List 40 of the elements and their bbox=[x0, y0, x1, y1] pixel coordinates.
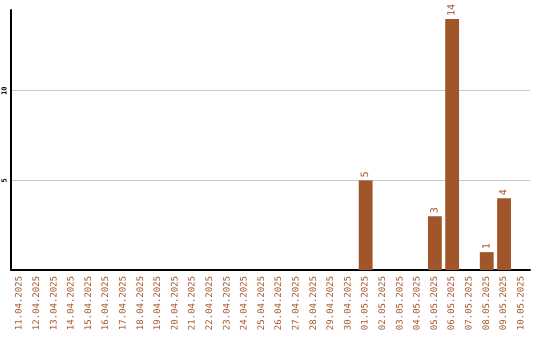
x-tick-label: 29.04.2025 bbox=[326, 276, 336, 330]
x-tick-label: 10.05.2025 bbox=[516, 276, 526, 330]
x-tick-label: 13.04.2025 bbox=[49, 276, 60, 330]
x-tick-label: 18.04.2025 bbox=[136, 276, 146, 330]
x-tick-label: 16.04.2025 bbox=[101, 276, 112, 330]
bar bbox=[445, 18, 460, 270]
x-tick-label: 15.04.2025 bbox=[84, 276, 94, 330]
x-tick-label: 20.04.2025 bbox=[170, 276, 180, 330]
x-tick-label: 26.04.2025 bbox=[274, 276, 284, 330]
data-label: 14 bbox=[446, 4, 458, 16]
x-tick-label: 25.04.2025 bbox=[256, 276, 267, 330]
data-label: 3 bbox=[429, 207, 440, 214]
x-tick-label: 07.05.2025 bbox=[464, 276, 474, 330]
bar bbox=[480, 252, 494, 270]
x-tick-label: 06.05.2025 bbox=[447, 276, 458, 330]
data-label: 1 bbox=[481, 243, 492, 250]
x-tick-label: 21.04.2025 bbox=[188, 276, 198, 330]
x-tick-label: 01.05.2025 bbox=[360, 276, 371, 330]
x-tick-label: 03.05.2025 bbox=[395, 276, 406, 330]
bar bbox=[497, 198, 511, 270]
x-tick-label: 17.04.2025 bbox=[118, 276, 128, 330]
x-tick-label: 05.05.2025 bbox=[430, 276, 440, 330]
x-tick-label: 24.04.2025 bbox=[240, 276, 250, 330]
x-tick-label: 22.04.2025 bbox=[204, 276, 215, 330]
data-label: 5 bbox=[360, 171, 372, 178]
x-tick-label: 19.04.2025 bbox=[153, 276, 164, 330]
x-tick-label: 02.05.2025 bbox=[378, 276, 388, 330]
x-tick-label: 04.05.2025 bbox=[412, 276, 423, 330]
bar bbox=[428, 216, 442, 270]
x-tick-label: 08.05.2025 bbox=[482, 276, 492, 330]
x-tick-label: 28.04.2025 bbox=[308, 276, 319, 330]
x-tick-label: 27.04.2025 bbox=[291, 276, 302, 330]
x-tick-label: 14.04.2025 bbox=[66, 276, 77, 330]
x-tick-label: 12.04.2025 bbox=[32, 276, 42, 330]
data-label: 4 bbox=[498, 189, 510, 196]
x-tick-label: 23.04.2025 bbox=[222, 276, 232, 330]
bar bbox=[358, 180, 373, 270]
x-tick-label: 11.04.2025 bbox=[14, 276, 25, 330]
x-tick-label: 09.05.2025 bbox=[499, 276, 510, 330]
x-tick-label: 30.04.2025 bbox=[343, 276, 354, 330]
